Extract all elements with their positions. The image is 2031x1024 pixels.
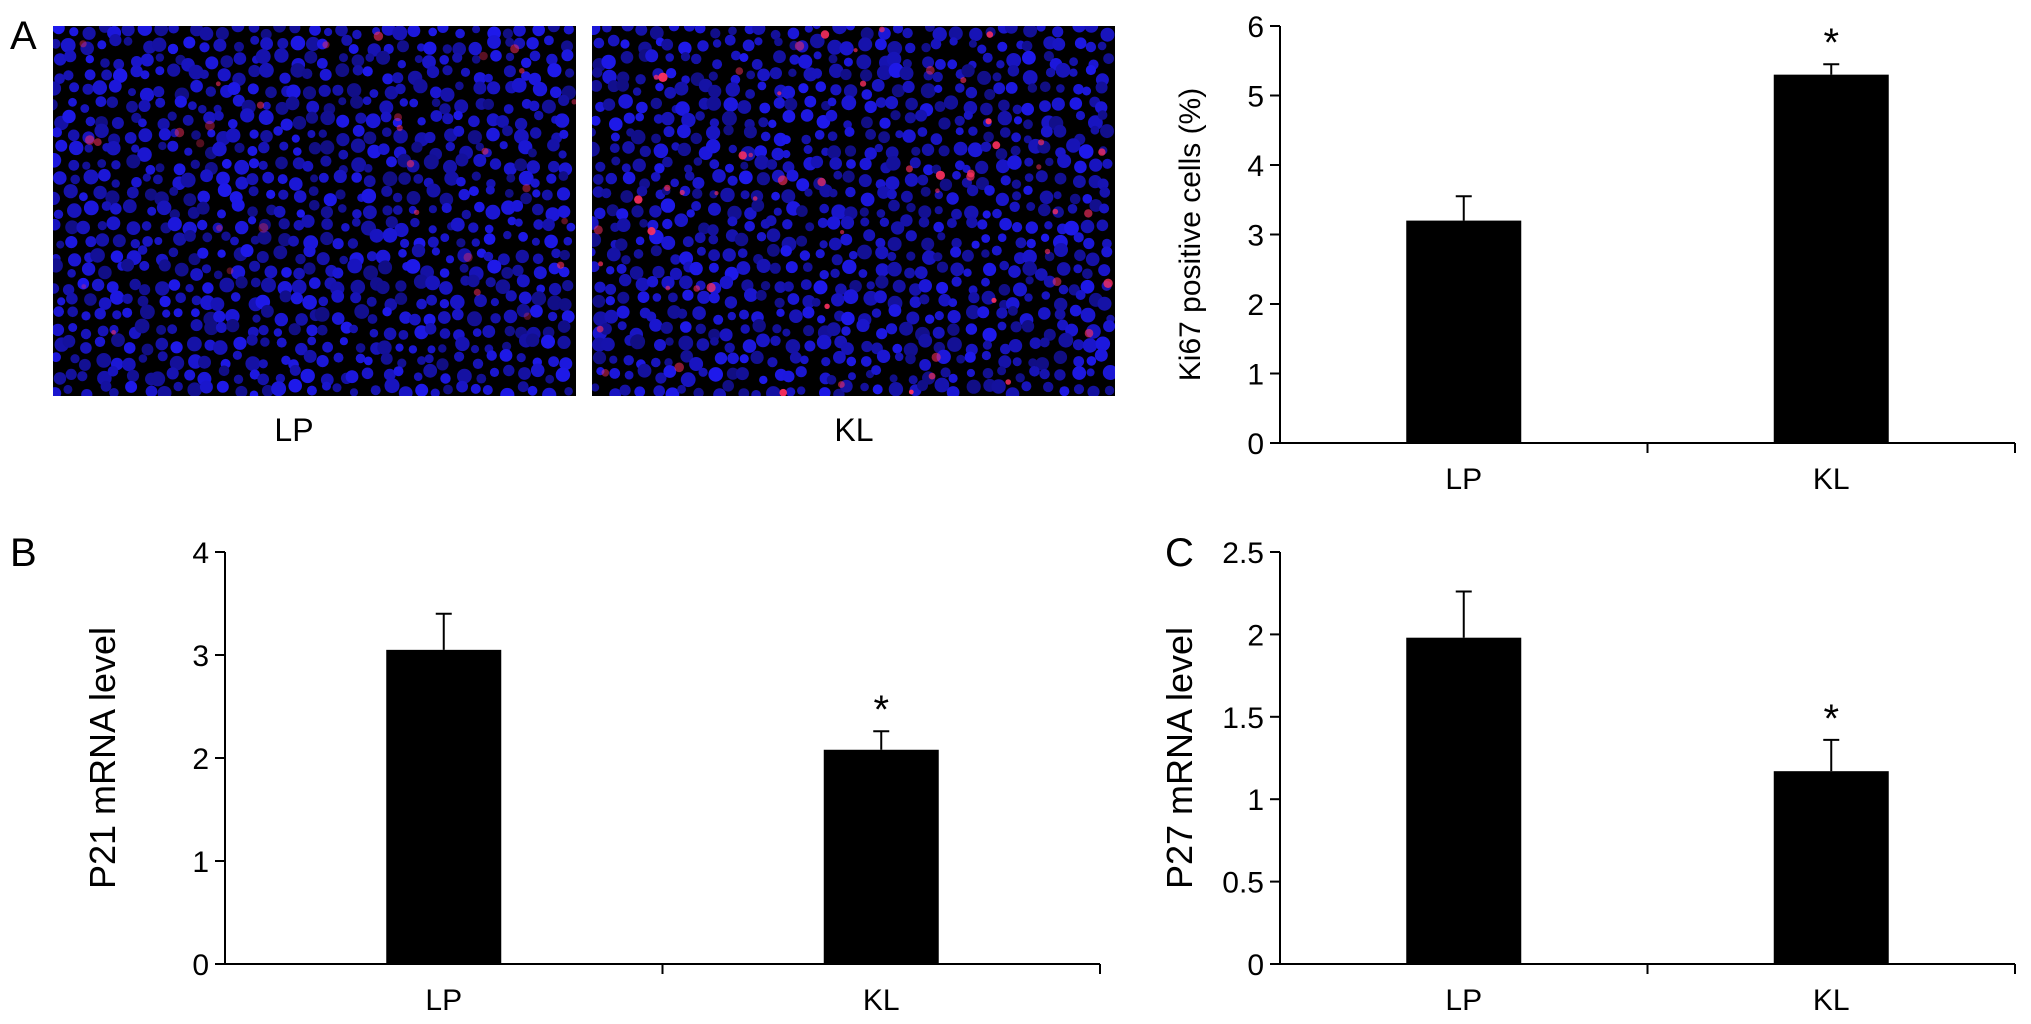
- y-tick-label: 0: [192, 949, 209, 982]
- significance-marker: *: [1823, 21, 1839, 65]
- y-tick-label: 3: [192, 640, 209, 673]
- positive-cells-group: [79, 31, 576, 335]
- y-tick-label: 0: [1247, 949, 1264, 982]
- y-tick-label: 2: [1247, 289, 1264, 322]
- micrograph-kl-canvas: [592, 26, 1115, 396]
- panel-label-a: A: [10, 14, 37, 58]
- bar-kl: [1773, 74, 1889, 444]
- chart-p21: 0 1 2 3 4 LP * KL P21 mRNA level: [82, 537, 1101, 1017]
- micrograph-kl: [592, 26, 1115, 396]
- y-tick-label: 0: [1247, 428, 1264, 461]
- bar-lp: [386, 649, 502, 964]
- panel-label-b: B: [10, 531, 37, 575]
- micrograph-lp-canvas: [53, 26, 576, 396]
- x-tick-label: LP: [1445, 463, 1482, 496]
- bar-kl: [1773, 771, 1889, 964]
- nuclei-group: [592, 26, 1115, 396]
- y-tick-label: 1.5: [1222, 702, 1264, 735]
- y-axis-label: Ki67 positive cells (%): [1174, 88, 1207, 381]
- x-tick-label: KL: [1813, 463, 1850, 496]
- micrograph-lp: [53, 26, 576, 396]
- chart-p27: 0 0.5 1 1.5 2 2.5 LP * KL P27 mRNA level: [1159, 537, 2016, 1017]
- bar-lp: [1406, 220, 1522, 443]
- y-tick-label: 2: [192, 743, 209, 776]
- y-axis-label: P27 mRNA level: [1159, 627, 1200, 889]
- micrograph-lp-caption: LP: [274, 412, 314, 448]
- panel-label-c: C: [1165, 531, 1194, 575]
- x-tick-label: LP: [1445, 984, 1482, 1017]
- y-tick-label: 2.5: [1222, 537, 1264, 570]
- chart-ki67: 0 1 2 3 4 5 6 LP * KL Ki67 positive cells (%): [1174, 11, 2016, 496]
- y-tick-label: 2: [1247, 619, 1264, 652]
- y-axis-label: P21 mRNA level: [82, 627, 123, 889]
- nuclei-group: [53, 26, 576, 396]
- x-tick-label: KL: [1813, 984, 1850, 1017]
- y-tick-label: 6: [1247, 11, 1264, 44]
- y-tick-label: 0.5: [1222, 867, 1264, 900]
- y-tick-label: 4: [1247, 150, 1264, 183]
- x-tick-label: KL: [863, 984, 900, 1017]
- positive-cells-group: [593, 26, 1113, 396]
- y-tick-label: 1: [192, 846, 209, 879]
- y-tick-label: 4: [192, 537, 209, 570]
- significance-marker: *: [873, 688, 889, 732]
- y-tick-label: 5: [1247, 81, 1264, 114]
- significance-marker: *: [1823, 697, 1839, 741]
- bar-lp: [1406, 637, 1522, 964]
- x-tick-label: LP: [425, 984, 462, 1017]
- y-tick-label: 1: [1247, 784, 1264, 817]
- y-tick-label: 3: [1247, 220, 1264, 253]
- bar-kl: [823, 749, 939, 964]
- micrograph-kl-caption: KL: [834, 412, 874, 448]
- y-tick-label: 1: [1247, 359, 1264, 392]
